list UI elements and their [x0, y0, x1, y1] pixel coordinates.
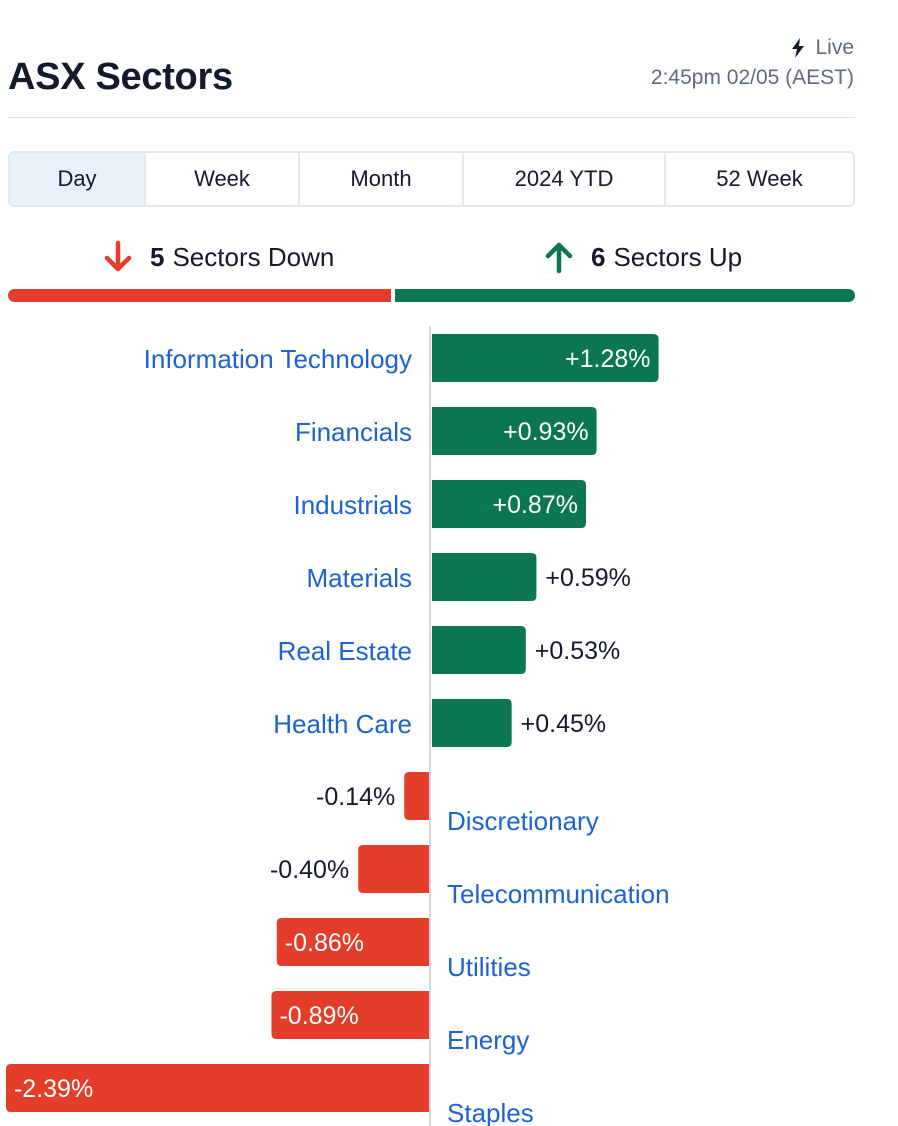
sectors-down-bar: [8, 289, 391, 302]
sectors-up-summary: 6 Sectors Up: [543, 232, 742, 282]
sector-label-real-estate[interactable]: Real Estate: [278, 636, 412, 666]
bar-industrials[interactable]: [432, 480, 586, 528]
sector-row-materials: +0.59% Materials: [307, 553, 631, 601]
sectors-up-label: Sectors Up: [613, 241, 743, 272]
header: ASX Sectors Live 2:45pm 02/05 (AEST): [8, 0, 855, 118]
bar-discretionary[interactable]: [404, 772, 429, 820]
bar-telecommunication[interactable]: [358, 845, 429, 893]
value-label-industrials: +0.87%: [492, 491, 578, 519]
sector-bar-chart: +1.28% Information Technology +0.93% Financ…: [5, 326, 670, 1126]
value-label-energy: -0.89%: [279, 1002, 358, 1030]
sector-label-information-technology[interactable]: Information Technology: [144, 344, 412, 374]
bar-utilities[interactable]: [276, 918, 429, 966]
sector-row-staples: -2.39% Staples: [5, 1064, 534, 1126]
sector-row-information-technology: +1.28% Information Technology: [144, 334, 659, 382]
sectors-down-summary: 5 Sectors Down: [102, 232, 334, 282]
sector-row-discretionary: -0.14% Discretionary: [316, 772, 599, 836]
value-label-utilities: -0.86%: [285, 929, 364, 957]
sector-row-energy: -0.89% Energy: [271, 991, 529, 1055]
lightning-icon: [792, 38, 805, 58]
arrow-up-icon: [545, 242, 573, 274]
sector-label-health-care[interactable]: Health Care: [273, 709, 412, 739]
sector-row-industrials: +0.87% Industrials: [294, 480, 586, 528]
bar-energy[interactable]: [271, 991, 429, 1039]
sector-row-utilities: -0.86% Utilities: [276, 918, 531, 982]
sector-label-financials[interactable]: Financials: [295, 417, 412, 447]
bar-financials[interactable]: [432, 407, 597, 455]
period-tabs: Day Week Month 2024 YTD 52 Week: [8, 151, 855, 207]
live-label: Live: [815, 36, 854, 59]
sector-label-discretionary[interactable]: Discretionary: [447, 806, 599, 836]
arrow-down-icon: [104, 240, 132, 272]
value-label-staples: -2.39%: [14, 1075, 93, 1103]
tab-52-week[interactable]: 52 Week: [716, 166, 803, 191]
bar-real-estate[interactable]: [432, 626, 526, 674]
sector-label-utilities[interactable]: Utilities: [447, 952, 531, 982]
sectors-down-label: Sectors Down: [172, 241, 335, 272]
timestamp: 2:45pm 02/05 (AEST): [650, 66, 854, 89]
sector-row-health-care: +0.45% Health Care: [273, 699, 606, 747]
value-label-financials: +0.93%: [503, 418, 589, 446]
sector-row-real-estate: +0.53% Real Estate: [278, 626, 621, 674]
bar-health-care[interactable]: [432, 699, 512, 747]
sector-row-financials: +0.93% Financials: [295, 407, 597, 455]
tab-day[interactable]: Day: [10, 153, 146, 205]
value-label-health-care: +0.45%: [521, 710, 607, 738]
sector-label-energy[interactable]: Energy: [447, 1025, 529, 1055]
live-indicator: Live: [791, 36, 854, 60]
sector-label-telecommunication[interactable]: Telecommunication: [447, 879, 670, 909]
tab-month[interactable]: Month: [300, 153, 464, 205]
value-label-materials: +0.59%: [545, 564, 631, 592]
sector-row-telecommunication: -0.40% Telecommunication: [270, 845, 670, 909]
bar-materials[interactable]: [432, 553, 537, 601]
sectors-up-count: 6: [591, 241, 606, 272]
value-label-telecommunication: -0.40%: [270, 856, 349, 884]
sector-label-materials[interactable]: Materials: [307, 563, 412, 593]
sectors-down-count: 5: [150, 241, 165, 272]
bar-information-technology[interactable]: [432, 334, 659, 382]
sector-label-staples[interactable]: Staples: [447, 1098, 534, 1126]
tab-2024-ytd[interactable]: 2024 YTD: [464, 153, 666, 205]
value-label-information-technology: +1.28%: [565, 345, 651, 373]
page-title: ASX Sectors: [8, 56, 233, 98]
tab-week[interactable]: Week: [146, 153, 300, 205]
bar-staples[interactable]: [5, 1064, 429, 1112]
sector-label-industrials[interactable]: Industrials: [294, 490, 413, 520]
value-label-real-estate: +0.53%: [535, 637, 621, 665]
sectors-up-bar: [395, 289, 855, 302]
value-label-discretionary: -0.14%: [316, 783, 395, 811]
